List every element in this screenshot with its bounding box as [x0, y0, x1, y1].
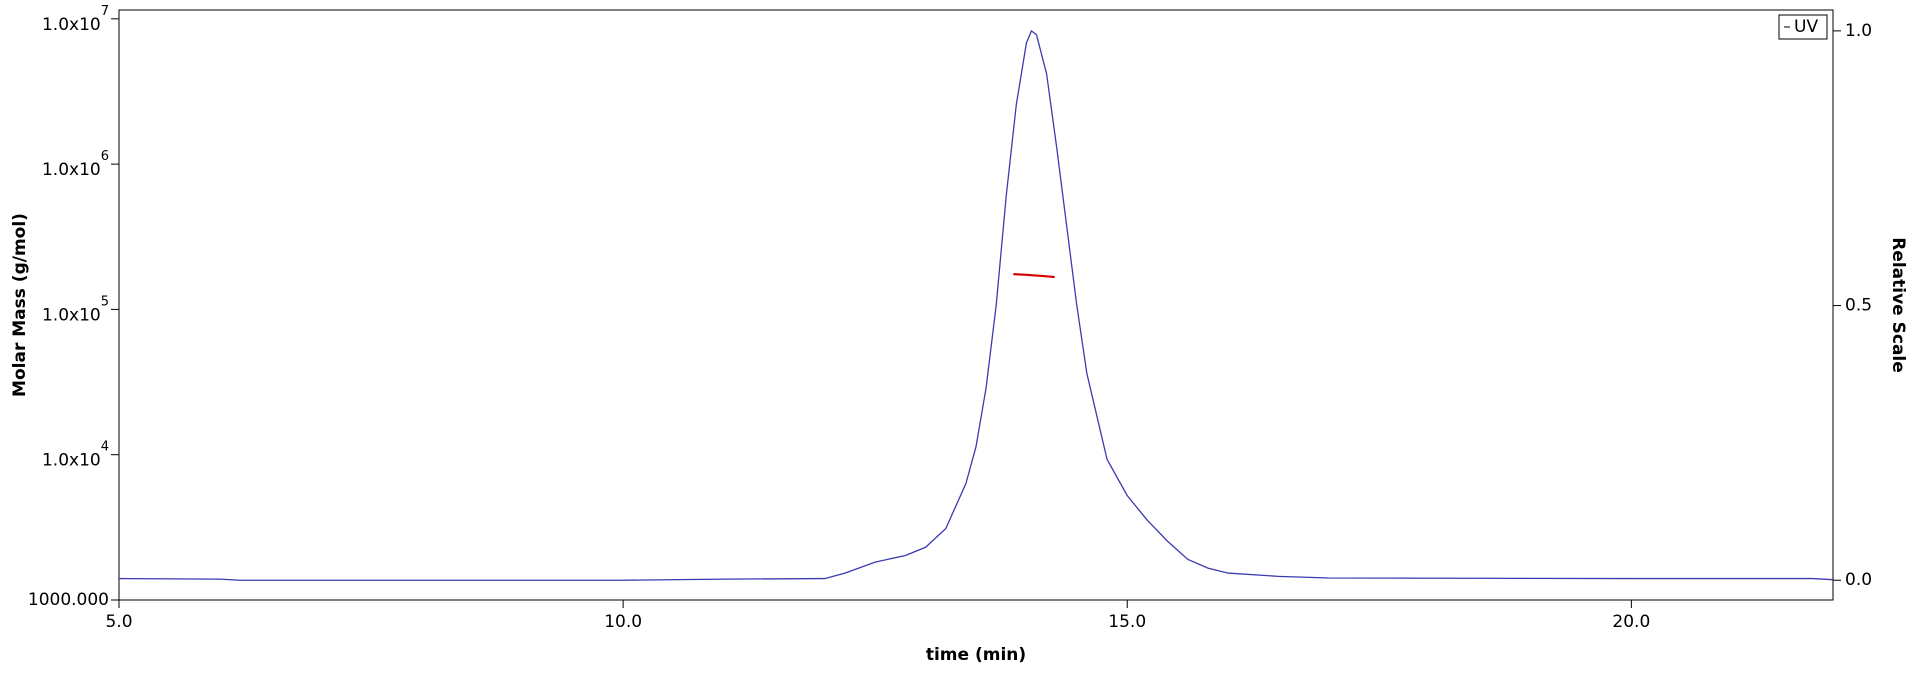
- y-tick-label: 1.0x107: [42, 3, 109, 35]
- x-axis-label: time (min): [926, 645, 1026, 665]
- y-tick-label: 1.0x106: [42, 149, 109, 181]
- y-tick-label-power: 5: [101, 294, 109, 309]
- y-tick-label-base: 1.0x10: [42, 305, 101, 325]
- legend-label: UV: [1794, 17, 1818, 37]
- x-tick-label: 10.0: [604, 612, 642, 632]
- y-tick-label-power: 6: [101, 149, 109, 164]
- y-tick-label-base: 1000.000: [28, 590, 109, 610]
- y-tick-label-power: 7: [101, 3, 109, 18]
- y-tick-label-base: 1.0x10: [42, 451, 101, 471]
- plot-frame: [118, 9, 1834, 601]
- x-tick-label: 15.0: [1108, 612, 1146, 632]
- y-tick-label: 1.0x105: [42, 294, 109, 326]
- series-line: [118, 29, 1834, 581]
- series-line: [1013, 273, 1055, 279]
- x-tick-label: 20.0: [1612, 612, 1650, 632]
- y2-tick-label: 0.0: [1845, 570, 1872, 590]
- y-tick-label-base: 1.0x10: [42, 160, 101, 180]
- legend: UV: [1778, 14, 1828, 40]
- y-tick-label: 1000.000: [28, 590, 109, 610]
- y2-tick-label: 1.0: [1845, 21, 1872, 41]
- y-tick-label: 1.0x104: [42, 439, 109, 471]
- y-tick-label-power: 4: [101, 439, 109, 454]
- x-tick-label: 5.0: [105, 612, 132, 632]
- y-axis-label: Molar Mass (g/mol): [10, 213, 30, 397]
- y2-tick-label: 0.5: [1845, 296, 1872, 316]
- y-tick-label-base: 1.0x10: [42, 15, 101, 35]
- y2-axis-label: Relative Scale: [1888, 237, 1908, 373]
